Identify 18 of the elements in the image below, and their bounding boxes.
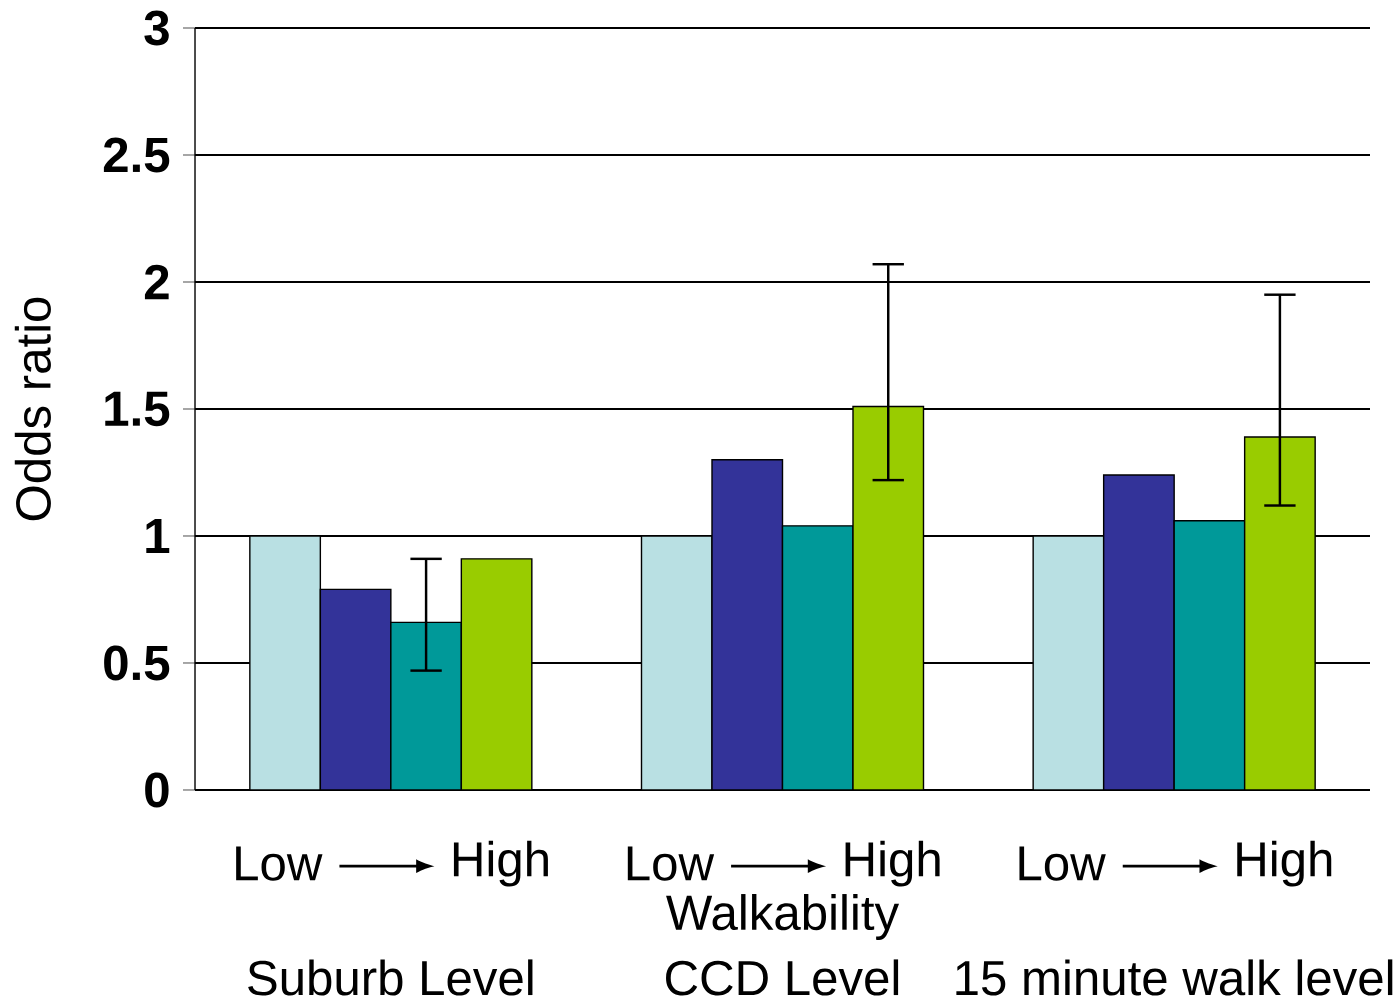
y-tick-label: 3 [144,10,169,46]
y-tick-label: 2 [144,264,169,300]
text: High [845,840,940,887]
y-tick-label: 1 [146,519,170,553]
text: High [1237,840,1332,887]
text: Low [627,846,715,881]
text: Low [236,846,323,881]
y-tick-label: 1.5 [105,391,170,427]
y-axis-title: Odds ratio [14,297,51,521]
text: Low [1019,846,1106,881]
y-tick-label: 2.5 [103,137,170,173]
x-tick-label: CCD Level [666,959,899,996]
text: High [453,840,548,887]
x-axis-title: Walkability [666,894,900,940]
y-tick-label: 0.5 [104,645,170,681]
x-tick-label: 15 minute walk level [956,959,1393,996]
y-tick-label: 0 [145,772,169,808]
x-tick-label: Suburb Level [248,959,533,996]
